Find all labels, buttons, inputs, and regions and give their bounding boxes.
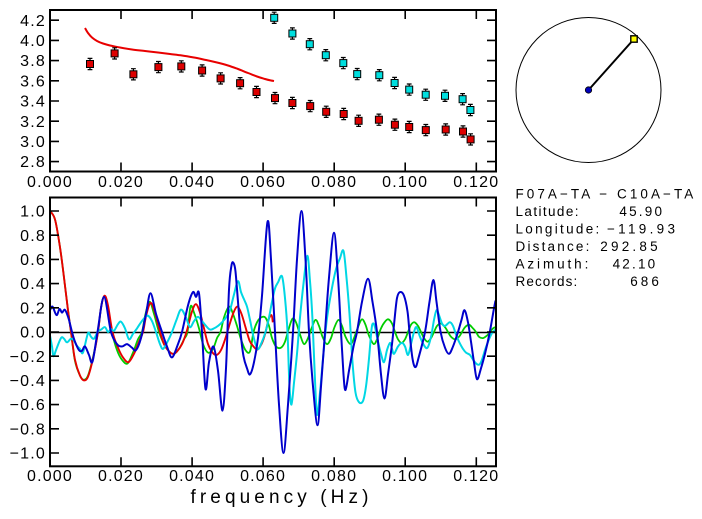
svg-text:3.6: 3.6: [20, 73, 46, 90]
svg-text:0.020: 0.020: [98, 174, 144, 191]
svg-text:3.0: 3.0: [20, 134, 46, 151]
svg-text:3.4: 3.4: [20, 94, 46, 111]
svg-text:Distance:: Distance:: [516, 239, 592, 254]
svg-text:Azimuth:: Azimuth:: [516, 257, 592, 272]
svg-text:3.8: 3.8: [20, 53, 46, 70]
svg-text:−0.6: −0.6: [10, 397, 46, 414]
svg-text:686: 686: [630, 274, 662, 289]
svg-text:0.6: 0.6: [20, 252, 46, 269]
svg-text:292.85: 292.85: [600, 239, 661, 254]
svg-text:F07A−TA − C10A−TA: F07A−TA − C10A−TA: [516, 187, 697, 202]
svg-text:0.020: 0.020: [98, 468, 144, 485]
svg-text:4.2: 4.2: [20, 13, 46, 30]
svg-text:2.8: 2.8: [20, 154, 46, 171]
svg-text:frequency (Hz): frequency (Hz): [191, 487, 373, 508]
svg-text:0.000: 0.000: [27, 468, 73, 485]
svg-text:0.8: 0.8: [20, 228, 46, 245]
svg-text:0.040: 0.040: [169, 468, 215, 485]
svg-text:42.10: 42.10: [613, 257, 658, 272]
svg-text:4.0: 4.0: [20, 33, 46, 50]
svg-text:Records:: Records:: [516, 274, 579, 289]
svg-text:0.2: 0.2: [20, 300, 46, 317]
svg-text:−0.8: −0.8: [10, 421, 46, 438]
svg-text:0.100: 0.100: [382, 468, 428, 485]
svg-text:0.060: 0.060: [240, 468, 286, 485]
svg-text:0.4: 0.4: [20, 276, 46, 293]
svg-text:−0.2: −0.2: [10, 349, 46, 366]
svg-text:0.120: 0.120: [453, 468, 499, 485]
svg-text:Latitude:: Latitude:: [516, 204, 580, 219]
svg-text:0.000: 0.000: [27, 174, 73, 191]
svg-text:Longitude:: Longitude:: [516, 222, 602, 237]
svg-text:0.060: 0.060: [240, 174, 286, 191]
svg-text:−1.0: −1.0: [10, 446, 46, 463]
svg-text:0.100: 0.100: [382, 174, 428, 191]
svg-text:1.0: 1.0: [20, 204, 46, 221]
svg-text:0.080: 0.080: [311, 174, 357, 191]
svg-text:0.080: 0.080: [311, 468, 357, 485]
svg-text:−0.4: −0.4: [10, 373, 46, 390]
svg-text:0.040: 0.040: [169, 174, 215, 191]
svg-text:−119.93: −119.93: [607, 222, 678, 237]
svg-text:0.0: 0.0: [20, 325, 46, 342]
svg-text:0.120: 0.120: [453, 174, 499, 191]
svg-text:45.90: 45.90: [619, 204, 664, 219]
svg-text:3.2: 3.2: [20, 114, 46, 131]
